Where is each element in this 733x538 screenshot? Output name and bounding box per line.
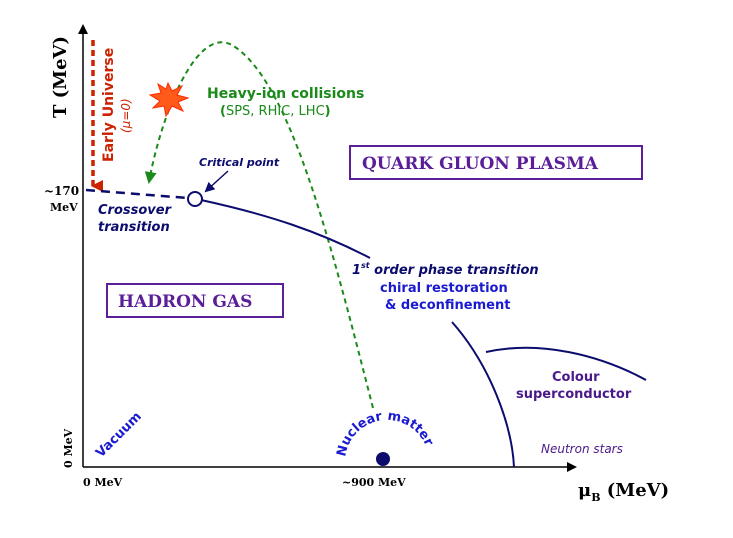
critical-point-pointer — [204, 170, 229, 193]
x-tick-0: 0 MeV — [83, 476, 123, 489]
x-tick-900: ~900 MeV — [342, 476, 406, 489]
qgp-box — [349, 145, 643, 180]
first-order-line-lower — [451, 321, 515, 468]
first-order-line — [200, 199, 371, 259]
y-tick-170: ~170 — [44, 184, 79, 198]
qgp-label: QUARK GLUON PLASMA — [362, 154, 599, 174]
first-order-label: 1st order phase transition — [352, 261, 539, 278]
chiral-restoration-label: chiral restoration — [380, 281, 508, 296]
vacuum-label: Vacuum — [93, 409, 145, 461]
colour-label-2: superconductor — [516, 387, 632, 402]
x-axis-label: μB (MeV) — [578, 480, 669, 504]
y-tick-170-unit: MeV — [50, 201, 78, 214]
mu-zero-label: (μ=0) — [119, 98, 133, 133]
y-axis-label: T (MeV) — [50, 36, 71, 118]
colour-label-1: Colour — [552, 370, 600, 385]
nuclear-matter-label: Nuclear matter — [334, 409, 436, 458]
heavy-ion-colliders: (SPS, RHIC, LHC) — [220, 104, 331, 119]
critical-point-label: Critical point — [199, 156, 280, 169]
crossover-label-2: transition — [98, 220, 170, 235]
colour-superconductor-line — [485, 346, 647, 381]
nuclear-matter-dot — [376, 452, 390, 466]
hadron-gas-label: HADRON GAS — [118, 292, 252, 312]
heavy-ion-title: Heavy-ion collisions — [207, 86, 364, 102]
hadron-gas-box — [106, 283, 284, 318]
crossover-line — [85, 188, 189, 200]
critical-point-marker — [187, 191, 203, 207]
early-universe-label: Early Universe — [101, 48, 117, 162]
y-tick-0: 0 MeV — [62, 428, 75, 468]
collision-burst-icon — [148, 81, 190, 118]
neutron-stars-label: Neutron stars — [541, 442, 623, 456]
deconfinement-label: & deconfinement — [385, 298, 510, 313]
crossover-label-1: Crossover — [98, 203, 173, 218]
